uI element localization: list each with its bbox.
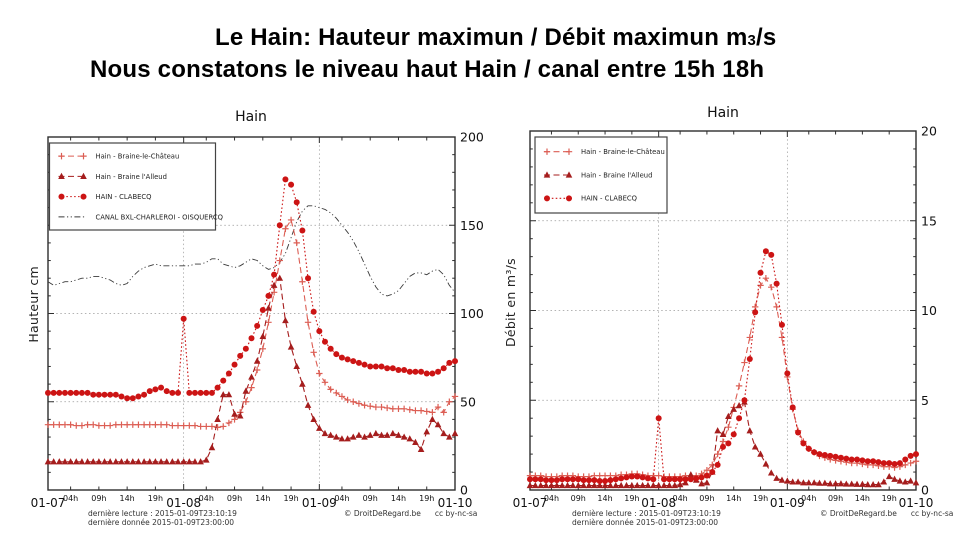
debit-legend: Hain - Braine-le-Château Hain - Braine l'…	[534, 136, 668, 214]
hauteur-legend: Hain - Braine-le-Château Hain - Braine l'…	[48, 142, 223, 231]
hauteur-plot-border	[47, 136, 456, 491]
hauteur-chart-title: Hain	[235, 109, 267, 125]
svg-text:09h: 09h	[571, 494, 586, 503]
hauteur-series-4	[47, 205, 456, 297]
svg-text:15: 15	[921, 213, 937, 228]
svg-text:01-08: 01-08	[641, 496, 676, 510]
hauteur-legend-label-1: Hain - Braine-le-Château	[96, 153, 180, 161]
svg-text:5: 5	[921, 393, 929, 408]
svg-text:150: 150	[460, 218, 484, 233]
debit-legend-label-3: HAIN - CLABECQ	[581, 195, 637, 203]
slide-title-line1-post: /s	[755, 24, 777, 51]
slide-title-m3-sub: 3	[747, 33, 756, 49]
debit-series-3	[527, 248, 919, 485]
svg-text:04h: 04h	[544, 494, 559, 503]
svg-text:19h: 19h	[882, 494, 897, 503]
svg-text:14h: 14h	[255, 494, 270, 503]
svg-text:04h: 04h	[334, 494, 349, 503]
slide-title-line2: Nous constatons le niveau haut Hain / ca…	[90, 56, 765, 83]
hauteur-legend-box	[48, 142, 217, 231]
svg-text:09h: 09h	[699, 494, 714, 503]
hauteur-series-1	[44, 216, 459, 431]
debit-derniere-lecture: dernière lecture : 2015-01-09T23:10:19	[572, 509, 721, 518]
hauteur-derniere-donnee: dernière donnée 2015-01-09T23:00:00	[88, 518, 235, 527]
hauteur-footer-right: © DroitDeRegard.be cc by-nc-sa	[330, 509, 477, 518]
svg-text:14h: 14h	[597, 494, 612, 503]
svg-text:19h: 19h	[148, 494, 163, 503]
debit-gridlines	[530, 131, 916, 490]
svg-text:04h: 04h	[63, 494, 78, 503]
hauteur-series-3	[45, 176, 458, 402]
svg-text:04h: 04h	[801, 494, 816, 503]
svg-text:14h: 14h	[120, 494, 135, 503]
svg-text:09h: 09h	[227, 494, 242, 503]
svg-text:09h: 09h	[363, 494, 378, 503]
svg-text:01-09: 01-09	[302, 496, 337, 510]
svg-text:09h: 09h	[828, 494, 843, 503]
hauteur-legend-label-2: Hain - Braine l'Alleud	[96, 173, 167, 181]
debit-legend-label-2: Hain - Braine l'Alleud	[581, 171, 652, 179]
svg-text:04h: 04h	[199, 494, 214, 503]
svg-text:01-10: 01-10	[899, 496, 934, 510]
svg-text:0: 0	[921, 483, 929, 498]
hauteur-footer-left: dernière lecture : 2015-01-09T23:10:19 d…	[88, 509, 237, 527]
svg-text:09h: 09h	[91, 494, 106, 503]
svg-text:10: 10	[921, 303, 937, 318]
svg-text:20: 20	[921, 124, 937, 139]
svg-text:01-09: 01-09	[770, 496, 805, 510]
hauteur-license: cc by-nc-sa	[434, 509, 478, 518]
svg-text:01-07: 01-07	[513, 496, 548, 510]
svg-text:100: 100	[460, 306, 484, 321]
svg-text:14h: 14h	[726, 494, 741, 503]
hauteur-y-axis-label: Hauteur cm	[26, 266, 41, 343]
debit-y-axis-label: Débit en m³/s	[503, 258, 518, 347]
svg-text:14h: 14h	[391, 494, 406, 503]
svg-text:01-08: 01-08	[166, 496, 201, 510]
debit-copyright: © DroitDeRegard.be	[820, 509, 897, 518]
hauteur-copyright: © DroitDeRegard.be	[344, 509, 421, 518]
debit-legend-label-1: Hain - Braine-le-Château	[581, 148, 665, 156]
slide-title-line1: Le Hain: Hauteur maximun / Débit maximun…	[215, 24, 776, 52]
hauteur-y-tick-labels: 0 50 100 150 200	[460, 130, 484, 498]
debit-license: cc by-nc-sa	[910, 509, 954, 518]
svg-text:01-10: 01-10	[438, 496, 473, 510]
hauteur-legend-label-3: HAIN - CLABECQ	[96, 193, 152, 201]
svg-text:14h: 14h	[855, 494, 870, 503]
debit-footer-left: dernière lecture : 2015-01-09T23:10:19 d…	[572, 509, 721, 527]
hauteur-series-2	[44, 274, 459, 465]
svg-text:200: 200	[460, 130, 484, 145]
svg-text:01-07: 01-07	[31, 496, 66, 510]
svg-text:04h: 04h	[672, 494, 687, 503]
svg-text:19h: 19h	[753, 494, 768, 503]
hauteur-derniere-lecture: dernière lecture : 2015-01-09T23:10:19	[88, 509, 237, 518]
hauteur-legend-label-4: CANAL BXL-CHARLEROI - OISQUERCQ	[96, 213, 223, 221]
debit-chart-title: Hain	[707, 105, 739, 121]
svg-text:19h: 19h	[624, 494, 639, 503]
debit-series-1	[526, 274, 920, 480]
svg-text:19h: 19h	[283, 494, 298, 503]
svg-text:0: 0	[460, 483, 468, 498]
slide-title-line1-pre: Le Hain: Hauteur maximun / Débit maximun…	[215, 24, 748, 51]
debit-plot-border	[529, 130, 917, 491]
svg-text:19h: 19h	[419, 494, 434, 503]
svg-text:50: 50	[460, 394, 476, 409]
debit-series-2	[526, 398, 920, 489]
debit-y-tick-labels: 0 5 10 15 20	[921, 124, 937, 498]
debit-footer-right: © DroitDeRegard.be cc by-nc-sa	[806, 509, 953, 518]
debit-derniere-donnee: dernière donnée 2015-01-09T23:00:00	[572, 518, 719, 527]
